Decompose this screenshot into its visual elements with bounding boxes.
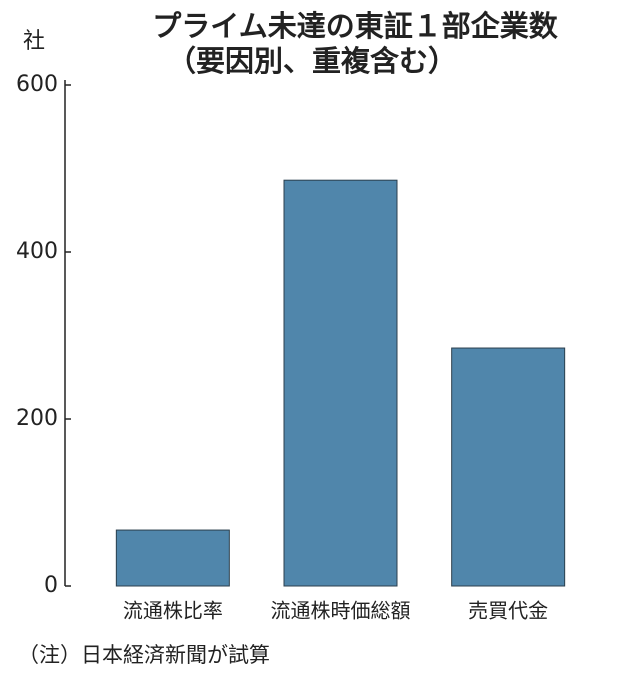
x-tick-label: 流通株比率 bbox=[123, 599, 223, 623]
bar bbox=[283, 179, 398, 587]
y-tick-label: 400 bbox=[16, 239, 58, 264]
chart-subtitle: （要因別、重複含む） bbox=[167, 44, 457, 78]
y-axis-label: 社 bbox=[23, 29, 45, 54]
bar bbox=[451, 347, 566, 587]
footnote: （注）日本経済新聞が試算 bbox=[18, 643, 270, 667]
y-tick-label: 600 bbox=[16, 72, 58, 97]
bar bbox=[115, 529, 230, 587]
y-tick-label: 0 bbox=[44, 573, 58, 598]
chart-title: プライム未達の東証１部企業数 bbox=[152, 9, 558, 43]
x-tick-label: 流通株時価総額 bbox=[271, 599, 411, 623]
y-tick-label: 200 bbox=[16, 406, 58, 431]
x-tick-label: 売買代金 bbox=[468, 599, 548, 623]
